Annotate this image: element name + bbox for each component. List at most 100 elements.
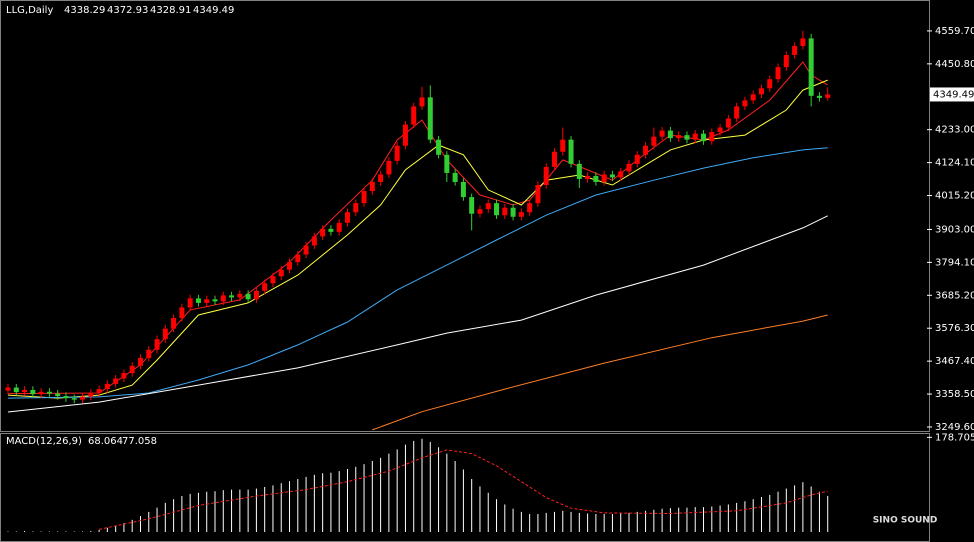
candle-body (709, 132, 715, 142)
candle-body (386, 160, 392, 175)
candle-body (808, 38, 814, 96)
candle-body (601, 174, 607, 182)
candle-body (394, 145, 400, 161)
candle-body (659, 130, 665, 137)
candle-body (162, 328, 168, 340)
candle-body (460, 181, 466, 198)
candle-body (551, 151, 557, 167)
candle-body (220, 295, 226, 302)
candle-body (303, 245, 309, 255)
candle-body (684, 135, 690, 140)
candle-body (344, 212, 350, 223)
candle-body (477, 209, 483, 214)
candle-body (253, 290, 259, 300)
candle-body (452, 172, 458, 182)
header-close: 4349.49 (193, 5, 234, 16)
candle-body (13, 387, 19, 393)
candle-body (427, 97, 433, 140)
candle-body (626, 163, 632, 172)
candle-body (701, 133, 707, 142)
candle-body (71, 398, 77, 400)
candle-body (800, 38, 806, 46)
candle-body (783, 55, 789, 68)
moving-average (7, 79, 828, 399)
last-price-box (930, 87, 974, 102)
watermark: SINO SOUND (873, 516, 938, 526)
candle-body (320, 228, 326, 237)
candle-body (510, 207, 516, 217)
candle-body (634, 154, 640, 164)
candle-body (485, 203, 491, 210)
y-tick-label: 3576.30 (935, 323, 974, 334)
y-tick-label: 3685.20 (935, 290, 974, 301)
moving-average (7, 147, 828, 399)
y-tick-label: 3467.40 (935, 356, 974, 367)
macd-panel-frame (0, 433, 930, 542)
candle-body (825, 94, 831, 98)
candle-body (411, 106, 417, 125)
candle-body (204, 299, 210, 303)
candle-body (361, 191, 367, 204)
y-tick-label: 4559.70 (935, 26, 974, 37)
candle-body (336, 222, 342, 232)
candle-body (311, 236, 317, 246)
candle-body (609, 174, 615, 178)
macd-y-tick-label: 178.705 (935, 432, 974, 443)
candle-body (30, 389, 36, 395)
candle-body (278, 269, 284, 277)
candle-body (187, 298, 193, 308)
candle-body (758, 88, 764, 95)
candle-body (137, 357, 143, 366)
candle-body (667, 130, 673, 139)
candle-body (734, 106, 740, 119)
candle-body (378, 174, 384, 182)
candle-body (742, 100, 748, 107)
header-high: 4372.93 (107, 5, 148, 16)
candle-body (725, 118, 731, 128)
moving-average (7, 215, 828, 413)
candle-body (469, 197, 475, 214)
candle-body (775, 67, 781, 80)
last-price-label: 4349.49 (933, 89, 974, 100)
candle-body (270, 276, 276, 284)
candle-body (568, 139, 574, 164)
y-tick-label: 4124.10 (935, 158, 974, 169)
candle-body (767, 79, 773, 89)
candle-body (5, 387, 11, 391)
header-open: 4338.29 (64, 5, 105, 16)
y-tick-label: 3249.60 (935, 422, 974, 433)
candle-body (113, 378, 119, 384)
candle-body (262, 283, 268, 291)
candle-body (369, 181, 375, 192)
candle-body (593, 175, 599, 182)
candle-body (88, 393, 94, 397)
y-tick-label: 3358.50 (935, 389, 974, 400)
candle-body (80, 396, 86, 400)
macd-signal (98, 449, 828, 530)
candle-body (353, 203, 359, 213)
candle-body (816, 95, 822, 98)
candle-body (535, 185, 541, 204)
header-low: 4328.91 (150, 5, 191, 16)
candle-body (154, 339, 160, 350)
candle-body (618, 171, 624, 178)
candle-body (444, 154, 450, 173)
candle-body (576, 163, 582, 179)
candle-body (237, 293, 243, 298)
candle-body (543, 166, 549, 186)
candle-body (692, 133, 698, 140)
candle-body (518, 212, 524, 217)
y-tick-label: 4450.80 (935, 59, 974, 70)
candle-body (287, 262, 293, 270)
moving-average (372, 314, 828, 431)
candle-body (750, 94, 756, 101)
candle-body (328, 228, 334, 232)
candle-body (195, 298, 201, 303)
candle-body (527, 203, 533, 213)
candle-body (121, 373, 127, 379)
candle-body (46, 391, 52, 394)
candle-body (22, 389, 28, 393)
macd-signal-value: 77.058 (122, 436, 157, 447)
